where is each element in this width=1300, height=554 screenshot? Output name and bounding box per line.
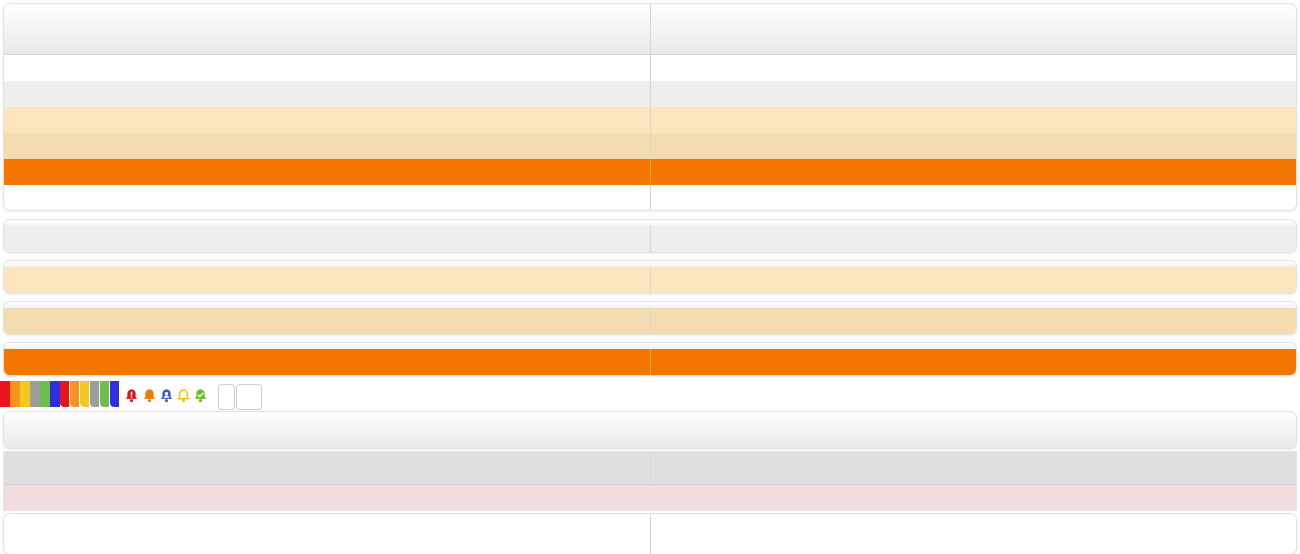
- table-row[interactable]: [4, 267, 1296, 293]
- color-tab-orange[interactable]: [70, 381, 79, 407]
- table-cell[interactable]: [650, 81, 1296, 107]
- table-row[interactable]: [4, 514, 1296, 554]
- table-header[interactable]: [4, 412, 1296, 448]
- table-cell[interactable]: [650, 226, 1296, 252]
- color-swatch-green[interactable]: [40, 381, 50, 407]
- table-cell[interactable]: [650, 159, 1296, 185]
- color-swatch-orange[interactable]: [10, 381, 20, 407]
- bell-user-icon[interactable]: [159, 388, 174, 403]
- color-tab-blue[interactable]: [110, 381, 119, 407]
- table-row[interactable]: [4, 55, 1296, 81]
- table-cell[interactable]: [4, 226, 650, 252]
- header-cell[interactable]: [4, 412, 1296, 448]
- sample-table-tan: [4, 302, 1296, 334]
- bell-outline-icon[interactable]: [176, 388, 191, 403]
- table-cell[interactable]: [650, 514, 1296, 554]
- table-row-selected[interactable]: [4, 159, 1296, 185]
- bell-icon[interactable]: [142, 388, 157, 403]
- header-cell[interactable]: [4, 4, 650, 54]
- table-cell[interactable]: [650, 185, 1296, 210]
- empty-table-header: [4, 412, 1296, 448]
- table-cell[interactable]: [650, 107, 1296, 133]
- table-cell[interactable]: [650, 55, 1296, 81]
- table-cell[interactable]: [4, 107, 650, 133]
- table-top-strip: [4, 220, 1296, 226]
- table-row[interactable]: [4, 452, 1296, 485]
- sample-table-orange: [4, 343, 1296, 375]
- table-row[interactable]: [4, 185, 1296, 210]
- toolbar-button[interactable]: [236, 384, 262, 410]
- table-cell[interactable]: [4, 308, 650, 334]
- table-cell[interactable]: [650, 267, 1296, 293]
- bell-check-icon[interactable]: [193, 388, 208, 403]
- sample-table-peach: [4, 261, 1296, 293]
- table-cell[interactable]: [650, 308, 1296, 334]
- table-cell[interactable]: [4, 267, 650, 293]
- table-cell[interactable]: [650, 452, 1296, 484]
- table-row[interactable]: [4, 226, 1296, 252]
- table-top-strip: [4, 302, 1296, 308]
- table-cell[interactable]: [650, 349, 1296, 375]
- table-cell[interactable]: [650, 133, 1296, 159]
- color-tab-red[interactable]: [60, 381, 69, 407]
- table-row[interactable]: [4, 107, 1296, 133]
- color-swatch-gray[interactable]: [30, 381, 40, 407]
- table-cell[interactable]: [4, 349, 650, 375]
- table-row-error[interactable]: [4, 485, 1296, 510]
- data-table-main: [4, 4, 1296, 210]
- color-tab-gray[interactable]: [90, 381, 99, 407]
- sample-table-gray: [4, 220, 1296, 252]
- color-swatch-red[interactable]: [0, 381, 10, 407]
- table-cell[interactable]: [4, 81, 650, 107]
- data-table-bottom: [4, 514, 1296, 554]
- table-cell[interactable]: [4, 159, 650, 185]
- color-swatch-yellow[interactable]: [20, 381, 30, 407]
- status-toolbar: [0, 381, 270, 411]
- header-cell[interactable]: [650, 4, 1296, 54]
- color-tab-green[interactable]: [100, 381, 109, 407]
- table-row[interactable]: [4, 308, 1296, 334]
- color-swatch-blue[interactable]: [50, 381, 60, 407]
- table-top-strip: [4, 343, 1296, 349]
- table-cell[interactable]: [4, 55, 650, 81]
- table-cell[interactable]: [4, 185, 650, 210]
- table-top-strip: [4, 261, 1296, 267]
- table-cell[interactable]: [4, 133, 650, 159]
- table-row[interactable]: [4, 81, 1296, 107]
- data-table-secondary: [4, 452, 1296, 510]
- table-row-selected[interactable]: [4, 349, 1296, 375]
- table-cell[interactable]: [4, 485, 1296, 510]
- table-header: [4, 4, 1296, 55]
- bell-alert-icon[interactable]: [124, 388, 139, 403]
- table-row[interactable]: [4, 133, 1296, 159]
- toolbar-button-small[interactable]: [218, 384, 235, 410]
- color-tab-yellow[interactable]: [80, 381, 89, 407]
- table-cell[interactable]: [4, 452, 650, 484]
- table-cell[interactable]: [4, 514, 650, 554]
